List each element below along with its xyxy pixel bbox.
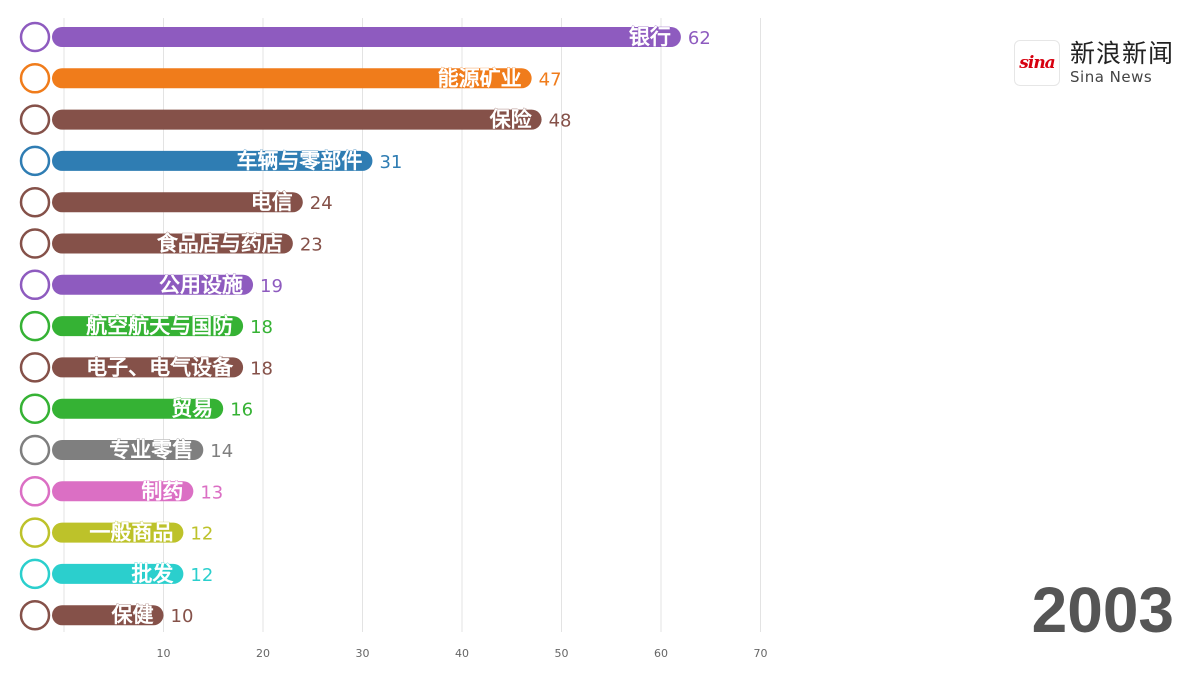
bar-marker-circle xyxy=(19,434,51,466)
bar-value-label: 14 xyxy=(210,441,233,462)
bar-value-label: 16 xyxy=(230,400,253,421)
x-tick-label: 60 xyxy=(654,647,668,660)
bar-marker-circle xyxy=(19,599,51,631)
bar-category-label: 电信 xyxy=(251,190,293,214)
bar-value-label: 10 xyxy=(171,606,194,627)
bar-row: 贸易 16 xyxy=(19,393,253,424)
bar-value-label: 18 xyxy=(250,358,273,379)
bar-row: 食品店与药店 23 xyxy=(19,228,323,259)
x-tick-label: 70 xyxy=(754,647,768,660)
bars: 银行 62 能源矿业 47 保险 48 车辆与零部件 31 电信 24 食品店与药店 23 公用设施 19… xyxy=(19,21,711,631)
bar-marker-circle xyxy=(19,21,51,53)
bar xyxy=(52,398,224,419)
bar-marker-circle xyxy=(19,517,51,548)
bar xyxy=(52,440,204,460)
bar-row: 公用设施 19 xyxy=(19,269,283,301)
bar xyxy=(52,357,244,378)
bar-category-label: 保险 xyxy=(489,108,533,132)
bar-marker-circle xyxy=(19,476,51,507)
bar-category-label: 一般商品 xyxy=(89,521,173,545)
bar-row: 航空航天与国防 18 xyxy=(19,310,273,342)
bar-category-label: 批发 xyxy=(131,562,174,586)
bar xyxy=(52,605,164,626)
bar-marker-circle xyxy=(19,393,51,424)
bar-value-label: 24 xyxy=(310,193,333,214)
sina-logo-icon: sina xyxy=(1014,40,1060,86)
x-axis-ticks: 10 20 30 40 50 60 70 xyxy=(157,647,768,660)
bar xyxy=(52,109,542,130)
bar-marker-circle xyxy=(19,228,51,259)
bar xyxy=(52,192,303,213)
bar-row: 一般商品 12 xyxy=(19,517,213,548)
bar-category-label: 能源矿业 xyxy=(438,66,522,90)
bar-value-label: 48 xyxy=(549,111,572,132)
bar-value-label: 19 xyxy=(260,276,283,297)
bar-marker-circle xyxy=(19,310,51,342)
bar-row: 电子、电气设备 18 xyxy=(19,352,273,383)
x-tick-label: 50 xyxy=(555,647,569,660)
x-tick-label: 20 xyxy=(256,647,270,660)
x-tick-label: 10 xyxy=(157,647,171,660)
bar-value-label: 13 xyxy=(200,482,223,503)
bar-marker-circle xyxy=(19,145,51,177)
bar-row: 电信 24 xyxy=(19,186,333,218)
x-tick-label: 40 xyxy=(455,647,469,660)
bar-marker-circle xyxy=(19,63,51,94)
bar xyxy=(52,316,244,337)
brand-name-en: Sina News xyxy=(1070,68,1153,86)
bar-row: 专业零售 14 xyxy=(19,434,233,466)
brand-name-cn: 新浪新闻 xyxy=(1070,39,1175,68)
bar-marker-circle xyxy=(19,558,51,590)
bar xyxy=(52,274,254,295)
bar-category-label: 电子、电气设备 xyxy=(86,355,234,379)
year-label: 2003 xyxy=(1031,574,1174,646)
bar xyxy=(52,233,293,254)
bar-category-label: 车辆与零部件 xyxy=(236,149,362,173)
sina-news-logo: sina 新浪新闻 Sina News xyxy=(1014,40,1174,86)
bar xyxy=(52,481,194,502)
bar xyxy=(52,27,681,47)
bar-row: 保健 10 xyxy=(19,599,194,631)
bar-marker-circle xyxy=(19,352,51,383)
bar-row: 制药 13 xyxy=(19,476,223,507)
bar-category-label: 制药 xyxy=(141,479,183,503)
bar-value-label: 47 xyxy=(539,69,562,90)
bar-marker-circle xyxy=(19,186,51,218)
bar xyxy=(52,522,184,543)
bar-marker-circle xyxy=(19,269,51,301)
bar-value-label: 18 xyxy=(250,317,273,338)
bar-category-label: 银行 xyxy=(629,25,671,49)
bar-category-label: 公用设施 xyxy=(159,273,243,297)
bar-value-label: 23 xyxy=(300,235,323,256)
bar-category-label: 航空航天与国防 xyxy=(86,314,233,338)
bar-row: 批发 12 xyxy=(19,558,213,590)
bar-row: 保险 48 xyxy=(19,104,572,135)
bar-category-label: 食品店与药店 xyxy=(157,232,283,256)
bar-category-label: 贸易 xyxy=(171,397,213,421)
bar-value-label: 31 xyxy=(379,152,402,173)
bar-category-label: 保健 xyxy=(111,603,154,627)
logo-text: 新浪新闻 Sina News xyxy=(1070,41,1174,85)
bar xyxy=(52,68,532,89)
logo-mark: sina xyxy=(1019,53,1055,73)
bar xyxy=(52,150,373,171)
bar-row: 车辆与零部件 31 xyxy=(19,145,402,177)
bar-marker-circle xyxy=(19,104,51,135)
bar-value-label: 12 xyxy=(190,524,213,545)
bar-row: 银行 62 xyxy=(19,21,711,53)
bar-value-label: 62 xyxy=(688,28,711,49)
bar-value-label: 12 xyxy=(190,565,213,586)
bar xyxy=(52,563,184,584)
bar-category-label: 专业零售 xyxy=(109,438,193,462)
x-tick-label: 30 xyxy=(356,647,370,660)
bar-row: 能源矿业 47 xyxy=(19,63,562,94)
